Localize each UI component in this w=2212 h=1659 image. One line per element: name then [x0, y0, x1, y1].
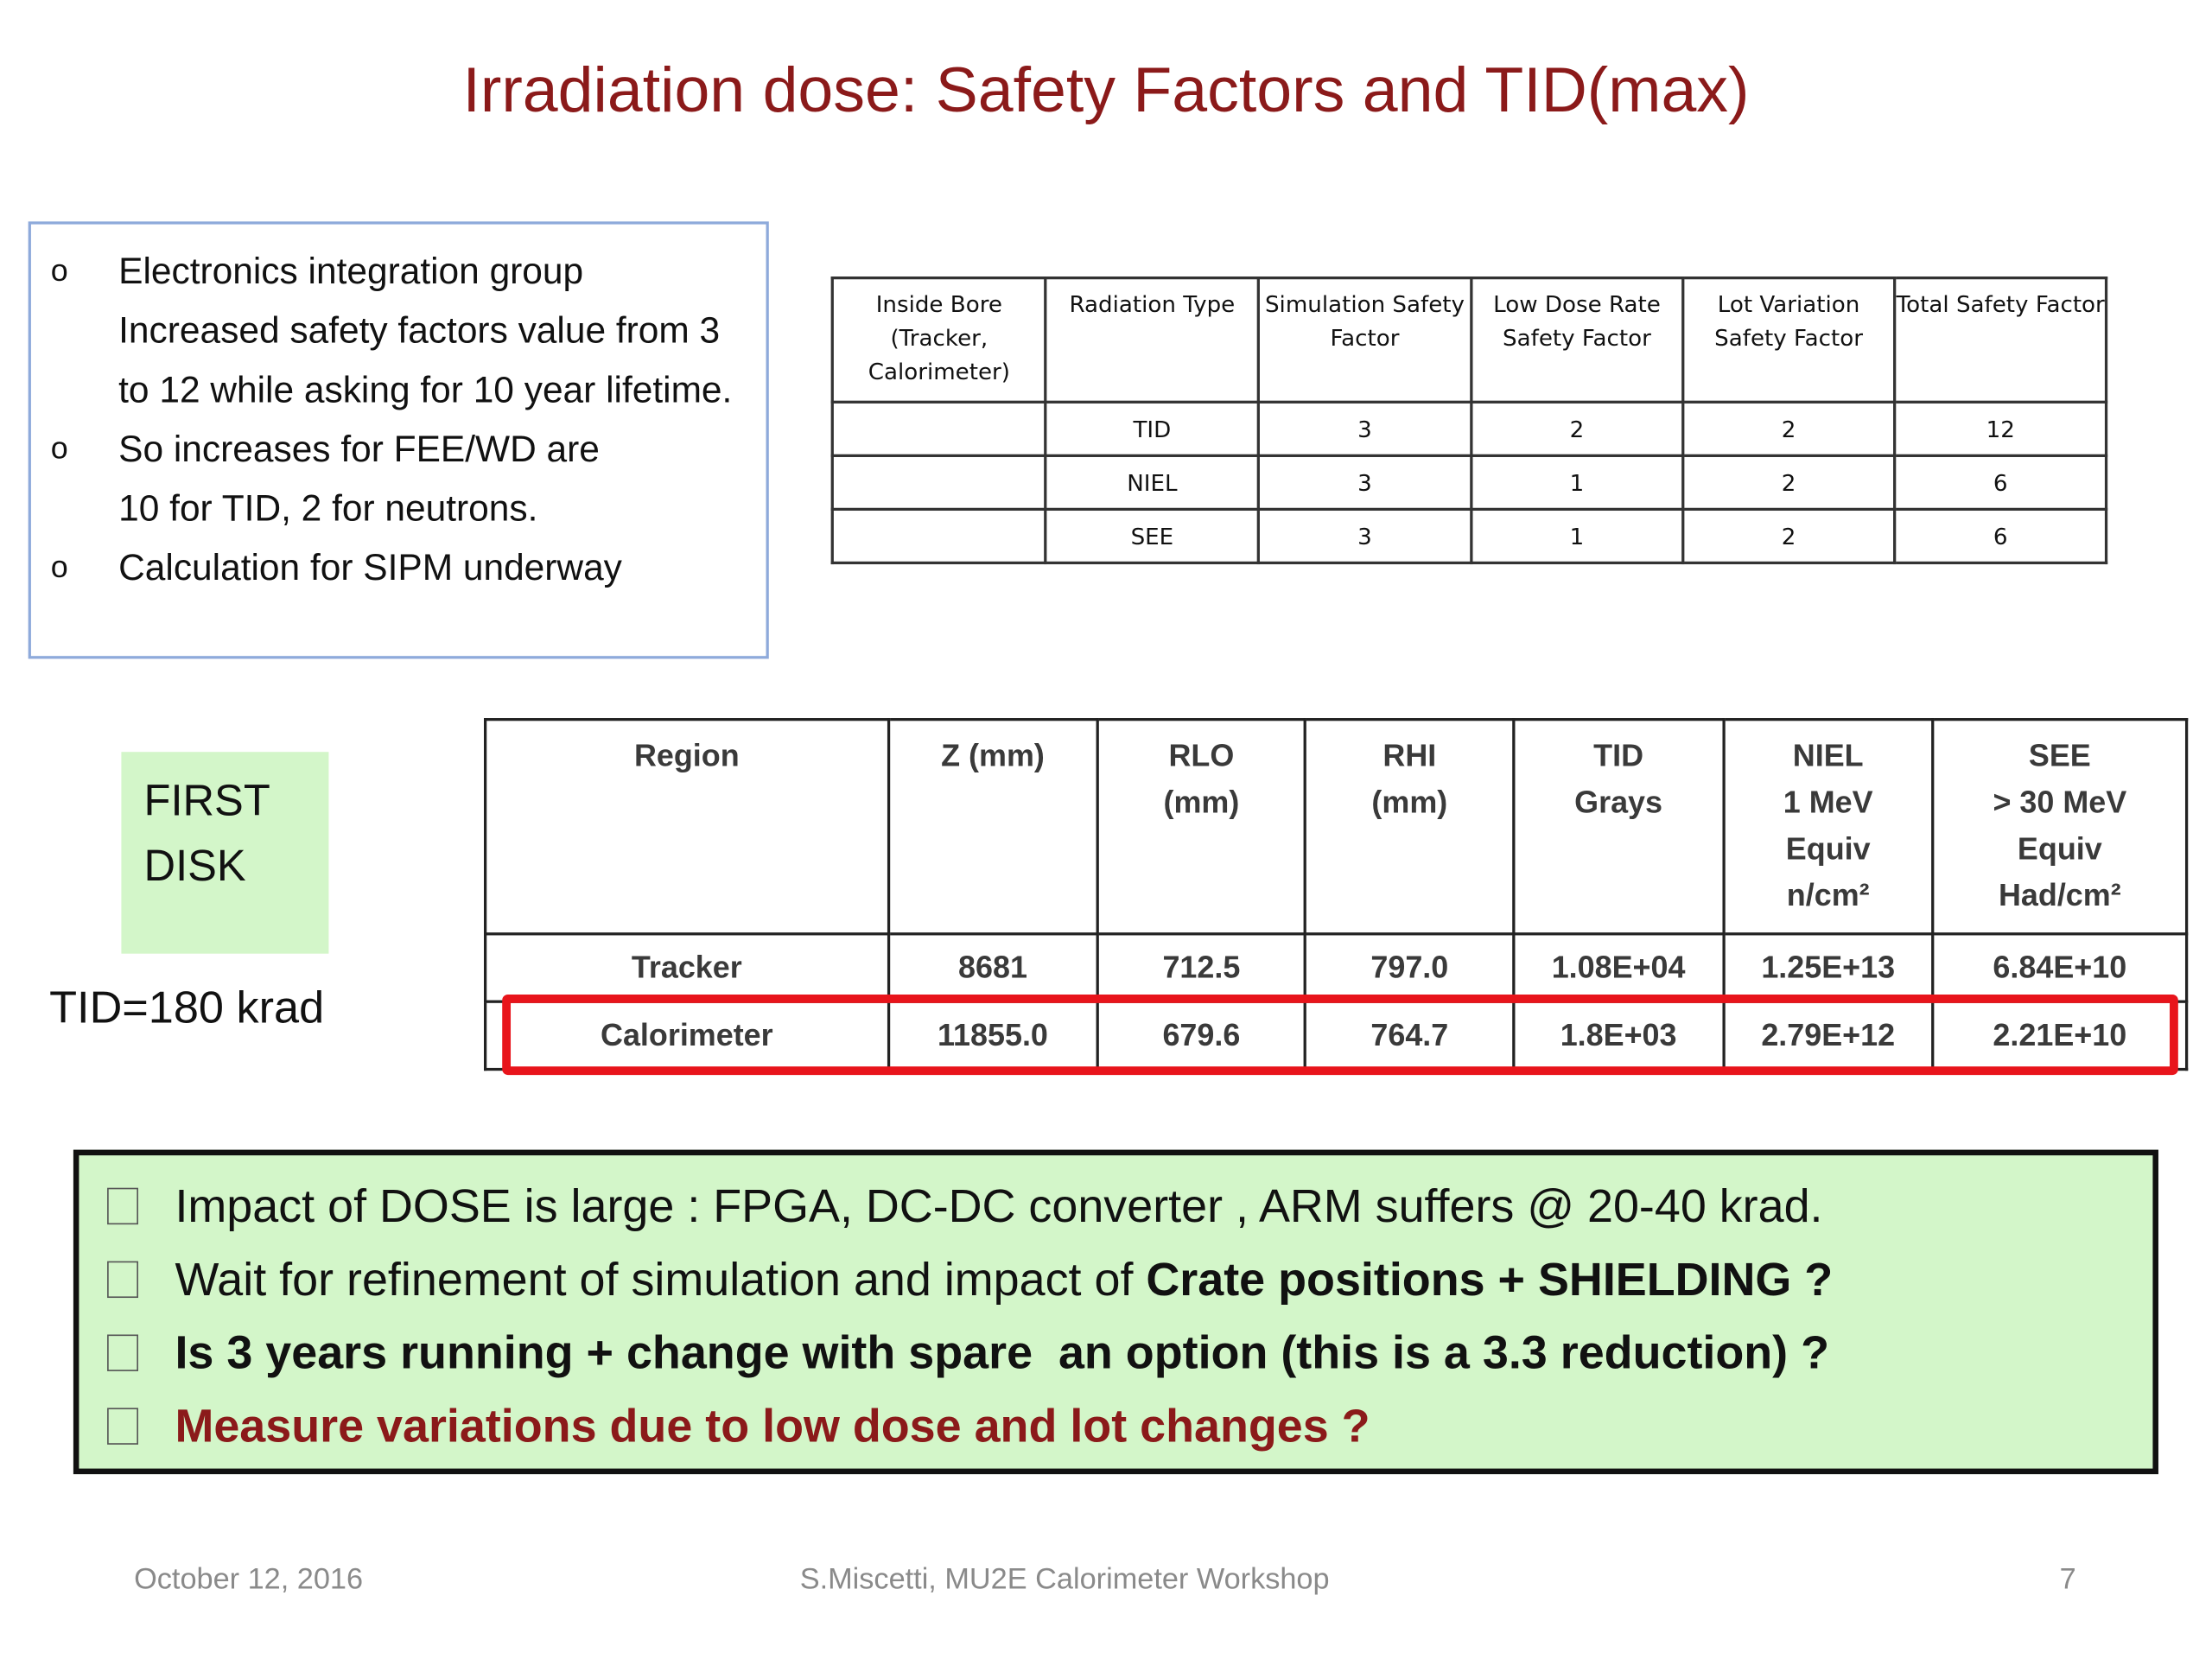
header-cell: Lot Variation Safety Factor — [1681, 276, 1897, 404]
slide-title: Irradiation dose: Safety Factors and TID… — [462, 54, 1750, 126]
table-cell: 1 — [1470, 507, 1684, 565]
conclusion-text: Wait for refinement of simulation and im… — [175, 1252, 1147, 1306]
table-cell: 2 — [1470, 400, 1684, 457]
safety-table: Inside Bore (Tracker, Calorimeter) Radiat… — [830, 276, 2108, 565]
notes-box: o Electronics integration group Increased… — [28, 221, 769, 659]
checkbox — [107, 1334, 138, 1371]
conclusion-item: Is 3 years running + change with spare a… — [107, 1316, 1829, 1389]
footer-date: October 12, 2016 — [134, 1562, 364, 1596]
header-cell: Simulation Safety Factor — [1256, 276, 1473, 404]
header-cell: Radiation Type — [1044, 276, 1260, 404]
table-cell: NIEL — [1044, 454, 1260, 512]
table-cell: SEE — [1044, 507, 1260, 565]
table-cell: 1.8E+03 — [1512, 1000, 1726, 1071]
table-cell: 6 — [1893, 507, 2108, 565]
checkbox — [107, 1187, 138, 1225]
checkbox — [107, 1408, 138, 1445]
note-text: Electronics integration group Increased … — [118, 249, 733, 411]
note-text: So increases for FEE/WD are 10 for TID, … — [118, 427, 600, 530]
table-cell: Tracker — [484, 932, 890, 1003]
table-cell: 797.0 — [1304, 932, 1516, 1003]
note-item: o So increases for FEE/WD are 10 for TID,… — [51, 419, 747, 537]
table-row: Tracker 8681 712.5 797.0 1.08E+04 1.25E+13 6.8… — [484, 932, 2189, 1003]
header-cell: NIEL 1 MeV Equiv n/cm² — [1721, 718, 1935, 936]
bullet: o — [50, 549, 68, 584]
table-cell: 1.25E+13 — [1721, 932, 1935, 1003]
header-row: Region Z (mm) RLO (mm) RHI (mm) TID Grays NIE… — [484, 718, 2189, 936]
header-cell: Region — [484, 718, 890, 936]
conclusion-item: Impact of DOSE is large : FPGA, DC-DC co… — [107, 1169, 1823, 1243]
note-text: Calculation for SIPM underway — [118, 545, 622, 588]
table-cell: TID — [1044, 400, 1260, 457]
table-cell: 6 — [1893, 454, 2108, 512]
table-cell: 2 — [1681, 454, 1897, 512]
conclusion-text: Impact of DOSE is large : FPGA, DC-DC co… — [175, 1179, 1823, 1232]
table-cell: 712.5 — [1096, 932, 1307, 1003]
conclusion-item: Measure variations due to low dose and l… — [107, 1389, 1370, 1463]
note-item: o Calculation for SIPM underway — [51, 537, 747, 597]
table-cell: 2.21E+10 — [1931, 1000, 2189, 1071]
bullet: o — [50, 429, 68, 466]
table-cell — [830, 507, 1048, 565]
table-cell: 8681 — [887, 932, 1099, 1003]
header-cell: RHI (mm) — [1304, 718, 1516, 936]
footer-author: S.Miscetti, MU2E Calorimeter Workshop — [799, 1562, 1330, 1596]
table-row: SEE 3 1 2 6 — [830, 507, 2108, 565]
table-cell: 1 — [1470, 454, 1684, 512]
conclusion-text: Is 3 years running + change with spare a… — [175, 1325, 1830, 1379]
header-cell: RLO (mm) — [1096, 718, 1307, 936]
header-cell: Inside Bore (Tracker, Calorimeter) — [830, 276, 1048, 404]
table-cell: 2 — [1681, 507, 1897, 565]
table-cell: 3 — [1256, 507, 1473, 565]
table-cell: 1.08E+04 — [1512, 932, 1726, 1003]
header-cell: Low Dose Rate Safety Factor — [1470, 276, 1684, 404]
table-cell — [830, 454, 1048, 512]
header-cell: Total Safety Factor — [1893, 276, 2108, 404]
checkbox — [107, 1261, 138, 1299]
table-cell: 6.84E+10 — [1931, 932, 2189, 1003]
table-cell: 3 — [1256, 400, 1473, 457]
tid-note: TID=180 krad — [49, 982, 325, 1033]
header-cell: SEE > 30 MeV Equiv Had/cm² — [1931, 718, 2189, 936]
note-item: o Electronics integration group Increased… — [51, 241, 747, 419]
conclusion-text: Crate positions + SHIELDING ? — [1146, 1252, 1834, 1306]
header-cell: Z (mm) — [887, 718, 1099, 936]
disk-label: FIRST DISK — [121, 752, 329, 954]
page-number: 7 — [2059, 1562, 2076, 1596]
header-row: Inside Bore (Tracker, Calorimeter) Radiat… — [830, 276, 2108, 404]
table-cell: 2 — [1681, 400, 1897, 457]
conclusion-item: Wait for refinement of simulation and im… — [107, 1243, 1833, 1316]
conclusions-box: Impact of DOSE is large : FPGA, DC-DC co… — [73, 1149, 2158, 1475]
header-cell: TID Grays — [1512, 718, 1726, 936]
table-row: TID 3 2 2 12 — [830, 400, 2108, 457]
table-row: NIEL 3 1 2 6 — [830, 454, 2108, 512]
bullet: o — [50, 252, 68, 289]
table-cell — [830, 400, 1048, 457]
table-cell: 3 — [1256, 454, 1473, 512]
conclusion-text: Measure variations due to low dose and l… — [175, 1399, 1370, 1452]
highlight — [502, 995, 2178, 1076]
table-cell: 12 — [1893, 400, 2108, 457]
